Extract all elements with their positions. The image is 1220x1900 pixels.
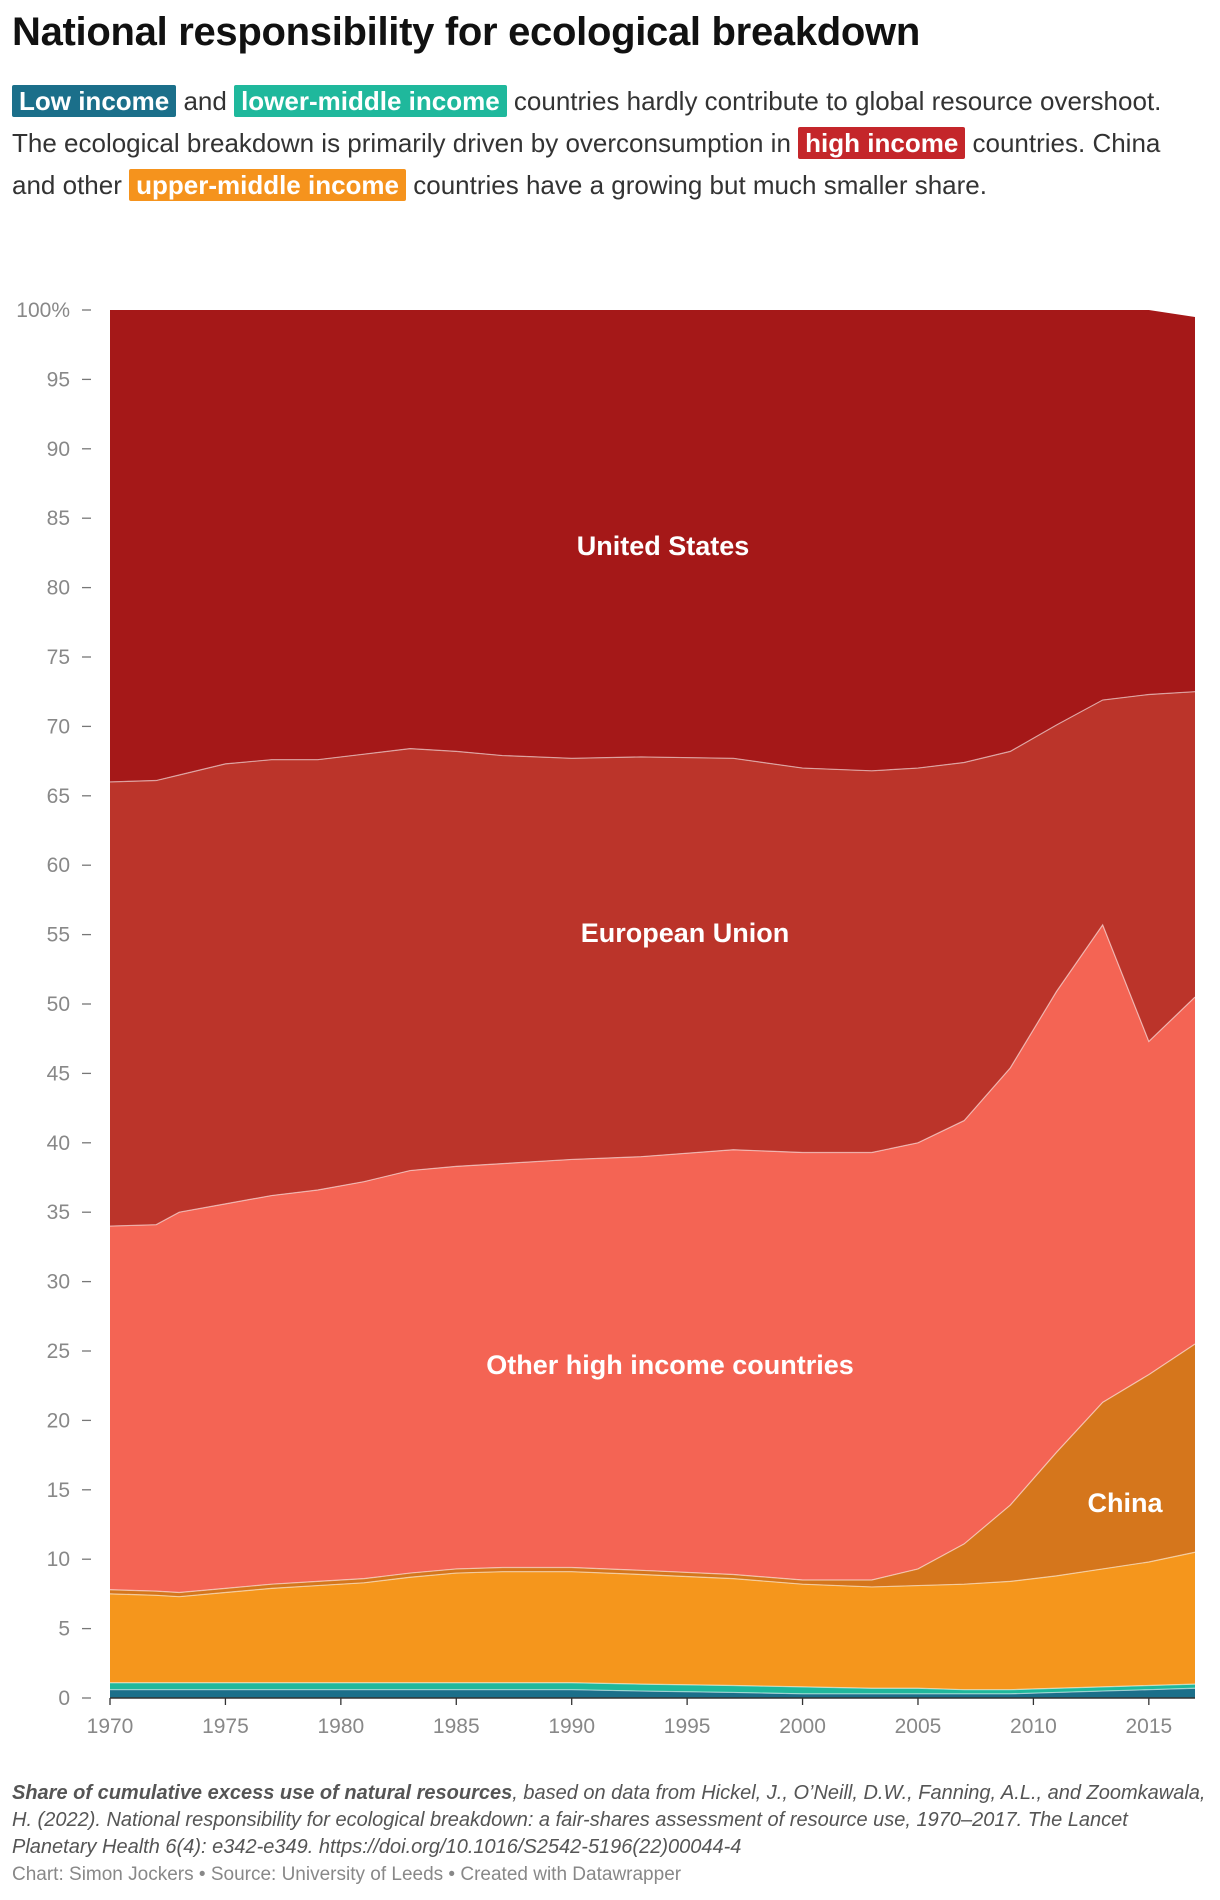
x-tick-label: 2005 — [895, 1715, 942, 1738]
x-tick-label: 1980 — [317, 1715, 364, 1738]
area-boundary-european-union — [109, 691, 1196, 783]
y-tick-label: 55 — [47, 924, 70, 947]
label-united-states: United States — [577, 531, 750, 561]
y-tick-label: 35 — [47, 1201, 70, 1224]
source-notes: Share of cumulative excess use of natura… — [12, 1780, 1208, 1861]
y-tick-label: 90 — [47, 438, 70, 461]
highlight-low-income: Low income — [12, 85, 177, 117]
y-tick-label: 25 — [47, 1340, 70, 1363]
y-tick-label: 0 — [58, 1687, 70, 1710]
x-tick-label: 1995 — [664, 1715, 711, 1738]
area-boundary-lower-middle-income — [110, 1682, 1196, 1691]
y-axis: 0 5 10 15 20 25 30 35 40 45 50 55 60 65 70 75 80 85 90 95 10… — [16, 299, 91, 1710]
chart-subtitle: Low income and lower-middle income count… — [12, 80, 1208, 206]
y-tick-label: 5 — [58, 1618, 70, 1641]
area-seams — [109, 691, 1196, 1695]
y-tick-label: 50 — [47, 993, 70, 1016]
y-tick-label: 40 — [47, 1132, 70, 1155]
y-tick-label: 30 — [47, 1271, 70, 1294]
x-axis: 1970 1975 1980 1985 1990 1995 2000 2005 2010 2015 — [87, 1697, 1195, 1738]
byline: Chart: Simon Jockers • Source: Universit… — [12, 1864, 682, 1885]
label-china: China — [1087, 1488, 1163, 1518]
label-european-union: European Union — [581, 918, 790, 948]
y-tick-label: 85 — [47, 507, 70, 530]
subtitle-text-3: countries. China and other — [12, 128, 1161, 200]
area-boundary-china — [109, 1343, 1196, 1594]
x-tick-label: 1985 — [433, 1715, 480, 1738]
area-labels: United States European Union Other high … — [486, 531, 1163, 1518]
area-layers — [110, 310, 1195, 1698]
area-other-high-income-countries — [110, 924, 1195, 1593]
y-tick-label: 100% — [16, 299, 70, 322]
subtitle-text-4: countries have a growing but much smalle… — [406, 170, 987, 200]
area-european-union — [110, 691, 1195, 1227]
notes-bold: Share of cumulative excess use of natura… — [12, 1782, 513, 1804]
area-other-upper-middle-income — [110, 1552, 1195, 1690]
stacked-area-chart: 0 5 10 15 20 25 30 35 40 45 50 55 60 65 70 75 80 85 90 95 10… — [16, 299, 1196, 1738]
x-tick-label: 2010 — [1010, 1715, 1057, 1738]
y-tick-label: 80 — [47, 577, 70, 600]
area-boundary-low-income — [110, 1687, 1196, 1695]
y-tick-label: 45 — [47, 1062, 70, 1085]
x-tick-label: 1990 — [548, 1715, 595, 1738]
highlight-high-income: high income — [798, 127, 966, 159]
y-tick-label: 60 — [47, 854, 70, 877]
y-tick-label: 70 — [47, 715, 70, 738]
area-boundary-other-high-income-countries — [109, 923, 1196, 1227]
area-lower-middle-income — [110, 1682, 1195, 1694]
x-tick-label: 1970 — [87, 1715, 134, 1738]
area-boundary-other-upper-middle-income — [109, 1551, 1196, 1598]
area-low-income — [110, 1688, 1195, 1698]
x-tick-label: 2000 — [779, 1715, 826, 1738]
y-tick-label: 10 — [47, 1548, 70, 1571]
y-tick-label: 20 — [47, 1409, 70, 1432]
subtitle-text-2: countries hardly contribute to global re… — [12, 86, 1162, 158]
area-united-states — [110, 310, 1195, 782]
y-tick-label: 65 — [47, 785, 70, 808]
y-tick-label: 15 — [47, 1479, 70, 1502]
highlight-lower-middle-income: lower-middle income — [234, 85, 507, 117]
label-other-high-income: Other high income countries — [486, 1350, 854, 1380]
y-tick-label: 95 — [47, 368, 70, 391]
subtitle-text-1: and — [176, 86, 235, 116]
x-tick-label: 1975 — [202, 1715, 249, 1738]
notes-rest: , based on data from Hickel, J., O’Neill… — [12, 1782, 1206, 1858]
chart-title: National responsibility for ecological b… — [12, 10, 921, 54]
x-tick-label: 2015 — [1125, 1715, 1172, 1738]
highlight-upper-middle-income: upper-middle income — [129, 169, 407, 201]
y-tick-label: 75 — [47, 646, 70, 669]
